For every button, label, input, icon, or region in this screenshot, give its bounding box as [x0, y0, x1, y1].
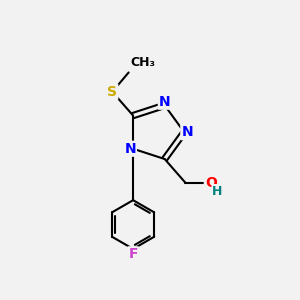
Text: H: H [212, 184, 223, 198]
Text: F: F [128, 247, 138, 261]
Text: S: S [107, 85, 117, 99]
Text: N: N [159, 95, 170, 109]
Text: CH₃: CH₃ [130, 56, 155, 69]
Text: N: N [181, 125, 193, 139]
Text: O: O [205, 176, 217, 190]
Text: N: N [124, 142, 136, 156]
